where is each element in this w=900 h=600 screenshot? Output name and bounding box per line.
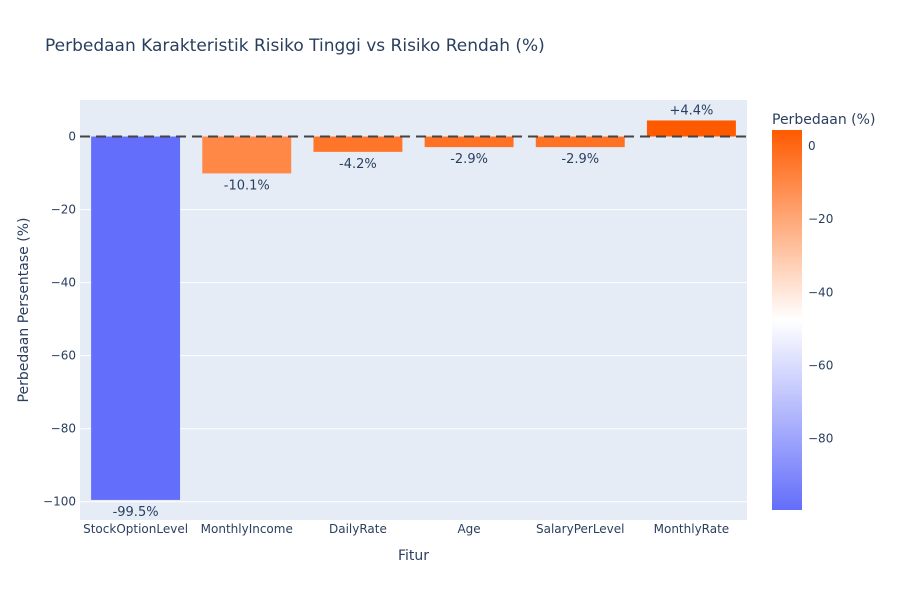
x-tick-label: DailyRate xyxy=(329,522,387,536)
x-tick-label: MonthlyRate xyxy=(654,522,730,536)
colorbar-ticks: 0 −20 −40 −60 −80 xyxy=(808,139,833,446)
data-labels: -99.5% -10.1% -4.2% -2.9% -2.9% +4.4% xyxy=(113,103,714,519)
x-axis-title: Fitur xyxy=(398,548,429,564)
y-axis-title: Perbedaan Persentase (%) xyxy=(16,218,32,403)
colorbar xyxy=(772,130,802,510)
data-label: -10.1% xyxy=(224,178,270,193)
chart-title: Perbedaan Karakteristik Risiko Tinggi vs… xyxy=(45,36,545,56)
data-label: -99.5% xyxy=(113,505,159,520)
colorbar-tick-label: −80 xyxy=(808,432,833,446)
bars xyxy=(91,120,736,500)
x-tick-label: StockOptionLevel xyxy=(83,522,188,536)
grid xyxy=(80,209,747,503)
y-tick-label: −100 xyxy=(43,495,76,509)
x-tick-label: MonthlyIncome xyxy=(201,522,293,536)
x-tick-label: Age xyxy=(457,522,480,536)
bar-MonthlyIncome xyxy=(202,136,292,174)
x-axis-ticks: StockOptionLevel MonthlyIncome DailyRate Ag… xyxy=(83,522,729,536)
colorbar-title: Perbedaan (%) xyxy=(772,112,875,128)
data-label: -2.9% xyxy=(450,152,488,167)
colorbar-tick-label: −60 xyxy=(808,359,833,373)
y-tick-label: −80 xyxy=(51,422,76,436)
bar-StockOptionLevel xyxy=(91,136,181,500)
colorbar-tick-label: −20 xyxy=(808,212,833,226)
y-tick-label: −60 xyxy=(51,349,76,363)
data-label: -4.2% xyxy=(339,157,377,172)
bar-SalaryPerLevel xyxy=(535,136,625,148)
y-tick-label: 0 xyxy=(68,130,76,144)
data-label: -2.9% xyxy=(561,152,599,167)
bar-MonthlyRate xyxy=(646,120,736,137)
bar-Age xyxy=(424,136,514,148)
y-axis-ticks: 0 −20 −40 −60 −80 −100 xyxy=(43,130,76,509)
x-tick-label: SalaryPerLevel xyxy=(536,522,625,536)
y-tick-label: −40 xyxy=(51,276,76,290)
plot-background xyxy=(80,100,747,520)
data-label: +4.4% xyxy=(669,103,713,118)
y-tick-label: −20 xyxy=(51,203,76,217)
colorbar-tick-label: −40 xyxy=(808,285,833,299)
colorbar-tick-label: 0 xyxy=(808,139,816,153)
bar-DailyRate xyxy=(313,136,403,152)
